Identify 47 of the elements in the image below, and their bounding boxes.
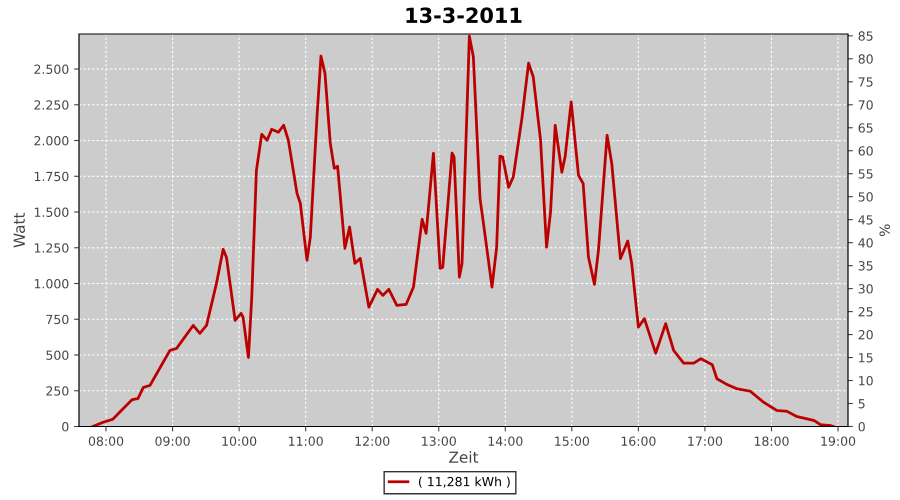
x-tick-label: 10:00: [222, 436, 256, 446]
y-tick-label: 1.250: [34, 243, 68, 253]
x-tick-label: 17:00: [688, 436, 722, 446]
x-tick-label: 14:00: [488, 436, 522, 446]
y2-axis-title: %: [879, 224, 890, 236]
y2-tick-label: 15: [859, 353, 873, 362]
y2-tick-label: 70: [858, 100, 873, 110]
y2-tick-label: 5: [858, 399, 865, 408]
x-tick-label: 08:00: [88, 436, 124, 446]
chart-title: 13-3-2011: [406, 7, 522, 24]
y2-tick-label: 55: [858, 169, 873, 179]
x-axis-title: Zeit: [449, 451, 478, 463]
y2-tick-label: 85: [858, 31, 873, 41]
x-tick-label: 11:00: [289, 436, 323, 446]
y-tick-label: 2.000: [34, 136, 68, 146]
x-tick-label: 19:00: [821, 436, 856, 446]
y-tick-label: 750: [46, 314, 68, 324]
line-series: [91, 34, 835, 426]
legend-label: ( 11,281 kWh ): [418, 476, 510, 488]
x-tick-label: 12:00: [356, 436, 390, 446]
x-tick-label: 15:00: [555, 436, 590, 446]
y2-tick-label: 25: [858, 307, 873, 317]
y2-tick-label: 50: [858, 192, 873, 202]
y2-tick-label: 35: [858, 261, 873, 271]
y2-tick-label: 20: [858, 330, 873, 340]
y2-tick-label: 60: [858, 146, 873, 156]
y2-tick-label: 75: [858, 77, 873, 87]
y-tick-label: 1.750: [34, 172, 68, 182]
y-tick-label: 0: [62, 422, 68, 432]
y-tick-label: 2.250: [34, 100, 68, 110]
y-tick-label: 250: [46, 386, 68, 396]
y2-tick-label: 65: [858, 123, 873, 133]
x-tick-label: 16:00: [622, 436, 656, 446]
y2-tick-label: 0: [858, 422, 865, 432]
y-axis-title: Watt: [14, 212, 25, 248]
y2-tick-label: 80: [858, 54, 873, 64]
y-tick-label: 1.000: [34, 278, 68, 288]
x-tick-label: 18:00: [754, 436, 789, 446]
x-tick-label: 09:00: [155, 436, 190, 446]
y2-tick-label: 10: [859, 376, 873, 386]
y2-tick-label: 40: [858, 238, 873, 248]
y2-tick-label: 30: [858, 284, 873, 294]
y-tick-label: 1.500: [34, 207, 68, 217]
x-tick-label: 13:00: [422, 436, 456, 446]
y-tick-label: 500: [46, 350, 68, 360]
y2-tick-label: 45: [858, 215, 873, 225]
y-tick-label: 2.500: [34, 64, 68, 74]
